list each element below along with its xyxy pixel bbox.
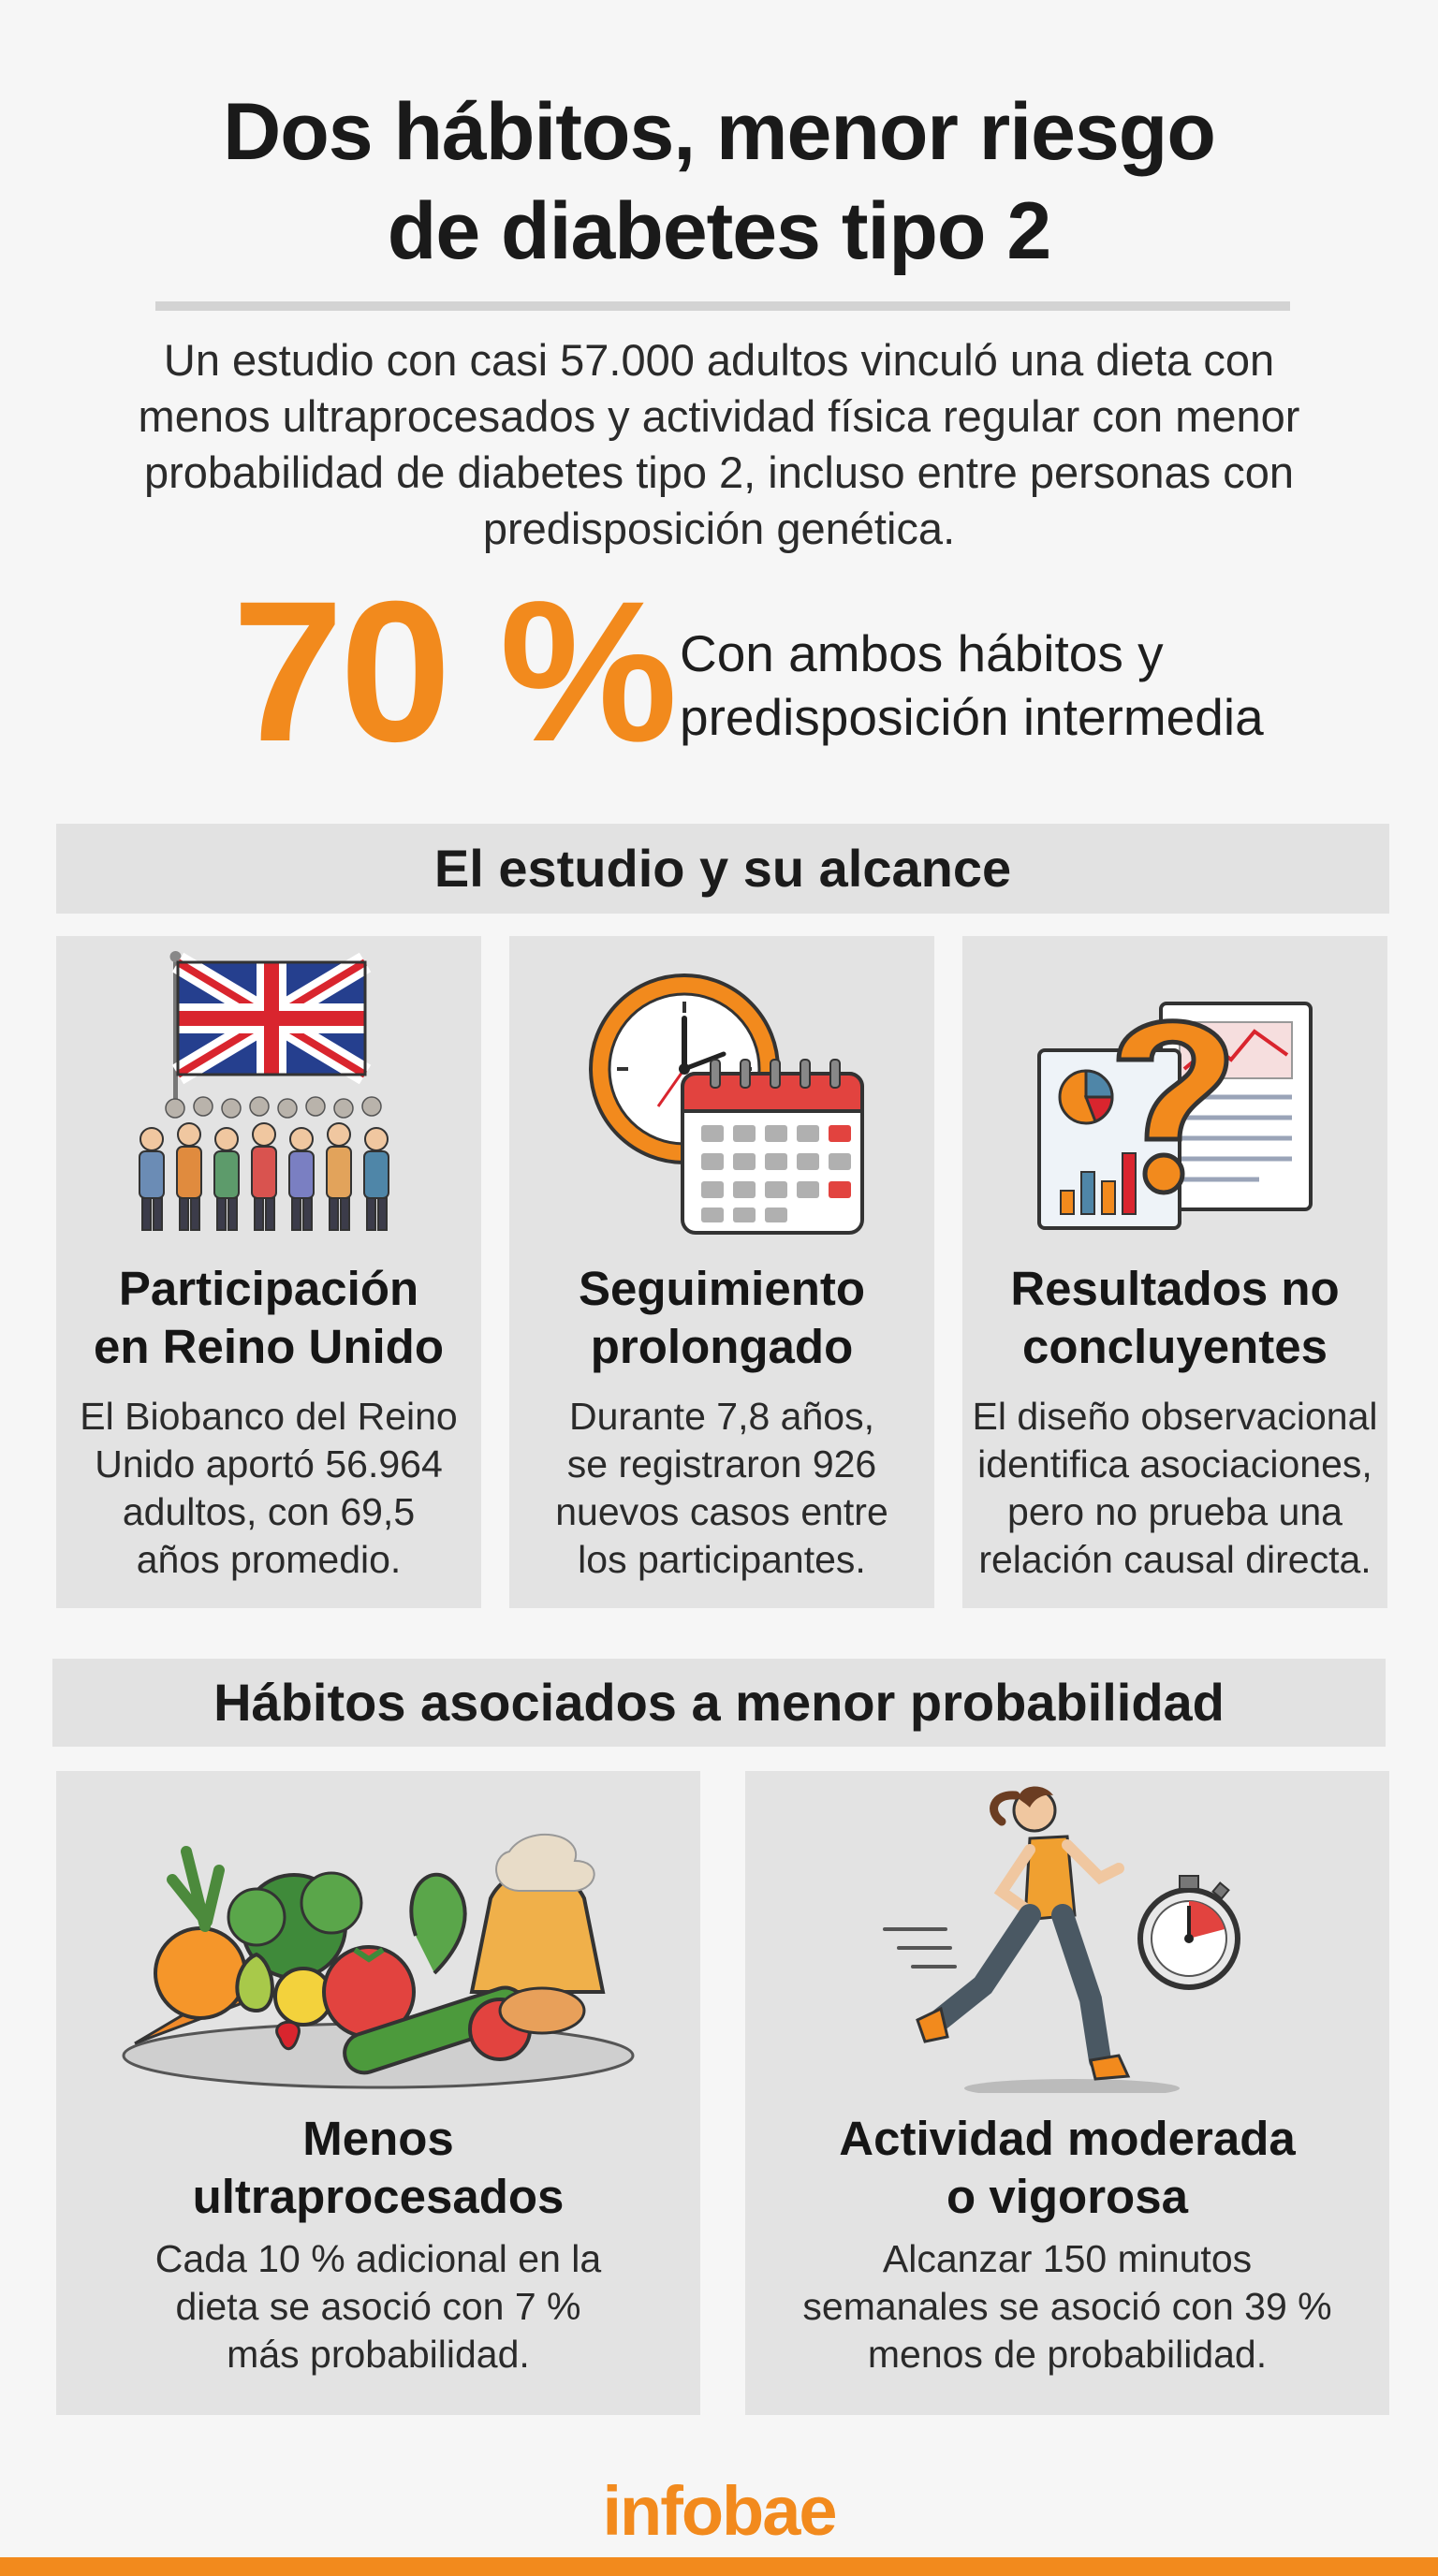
card-title-line: Menos [302, 2112, 454, 2165]
card-text-line: más probabilidad. [227, 2333, 530, 2376]
card-title: Menos ultraprocesados [56, 2110, 700, 2226]
card-text-line: Cada 10 % adicional en la [154, 2237, 602, 2280]
infobae-logo[interactable]: infobae [602, 2472, 837, 2550]
card-text-line: Durante 7,8 años, [569, 1395, 874, 1438]
card-title-line: ultraprocesados [192, 2170, 565, 2223]
highlight-caption-line-2: predisposición intermedia [680, 688, 1264, 746]
card-text: Durante 7,8 años, se registraron 926 nue… [509, 1393, 934, 1584]
card-text: Cada 10 % adicional en la dieta se asoci… [56, 2235, 700, 2378]
title-line-2: de diabetes tipo 2 [387, 186, 1051, 276]
card-title: Resultados no concluyentes [962, 1260, 1387, 1376]
highlight-value: 70 % [232, 560, 678, 783]
highlight-caption: Con ambos hábitos y predisposición inter… [680, 622, 1354, 749]
card-title-line: Seguimiento [578, 1262, 866, 1315]
card-title: Participación en Reino Unido [56, 1260, 481, 1376]
card-title-line: concluyentes [1022, 1320, 1328, 1373]
title-line-1: Dos hábitos, menor riesgo [223, 87, 1216, 177]
card-text-line: Unido aportó 56.964 [95, 1442, 443, 1486]
card-follow-up: Seguimiento prolongado Durante 7,8 años,… [509, 936, 934, 1608]
card-title-line: Participación [118, 1262, 419, 1315]
card-text-line: nuevos casos entre [555, 1490, 888, 1533]
intro-text: Un estudio con casi 57.000 adultos vincu… [138, 335, 1300, 553]
card-title-line: o vigorosa [946, 2170, 1188, 2223]
study-section-heading: El estudio y su alcance [56, 824, 1389, 914]
card-text-line: semanales se asoció con 39 % [802, 2285, 1332, 2328]
bottom-accent-band [0, 2557, 1438, 2576]
card-physical-activity: Actividad moderada o vigorosa Alcanzar 1… [745, 1771, 1389, 2415]
highlight-caption-line-1: Con ambos hábitos y [680, 624, 1164, 682]
card-text-line: Alcanzar 150 minutos [882, 2237, 1253, 2280]
runner-stopwatch-icon [883, 1786, 1240, 2093]
card-text-line: El Biobanco del Reino [80, 1395, 458, 1438]
card-text: Alcanzar 150 minutos semanales se asoció… [745, 2235, 1389, 2378]
fruits-vegetables-icon [122, 1833, 635, 2089]
card-text-line: los participantes. [578, 1538, 866, 1581]
title-divider [155, 301, 1290, 311]
habits-section-heading: Hábitos asociados a menor probabilidad [52, 1659, 1386, 1747]
uk-flag-crowd-icon [139, 951, 389, 1231]
card-title: Actividad moderada o vigorosa [745, 2110, 1389, 2226]
question-report-icon [1037, 1002, 1313, 1230]
card-title-line: en Reino Unido [94, 1320, 444, 1373]
card-results: Resultados no concluyentes El diseño obs… [962, 936, 1387, 1608]
card-title-line: Actividad moderada [839, 2112, 1296, 2165]
card-text: El Biobanco del Reino Unido aportó 56.96… [56, 1393, 481, 1584]
card-participation: Participación en Reino Unido El Biobanco… [56, 936, 481, 1608]
card-text-line: años promedio. [136, 1538, 402, 1581]
card-title: Seguimiento prolongado [509, 1260, 934, 1376]
card-ultraprocessed: Menos ultraprocesados Cada 10 % adiciona… [56, 1771, 700, 2415]
card-text: El diseño observacional identifica asoci… [962, 1393, 1387, 1584]
card-text-line: se registraron 926 [566, 1442, 877, 1486]
card-text-line: identifica asociaciones, [977, 1442, 1372, 1486]
card-text-line: dieta se asoció con 7 % [175, 2285, 581, 2328]
card-title-line: prolongado [590, 1320, 854, 1373]
card-text-line: adultos, con 69,5 [122, 1490, 416, 1533]
card-text-line: pero no prueba una [1007, 1490, 1343, 1533]
page-title: Dos hábitos, menor riesgo de diabetes ti… [0, 82, 1438, 281]
card-text-line: relación causal directa. [978, 1538, 1372, 1581]
card-text-line: menos de probabilidad. [867, 2333, 1268, 2376]
card-title-line: Resultados no [1010, 1262, 1340, 1315]
clock-calendar-icon [589, 973, 864, 1235]
card-text-line: El diseño observacional [972, 1395, 1378, 1438]
